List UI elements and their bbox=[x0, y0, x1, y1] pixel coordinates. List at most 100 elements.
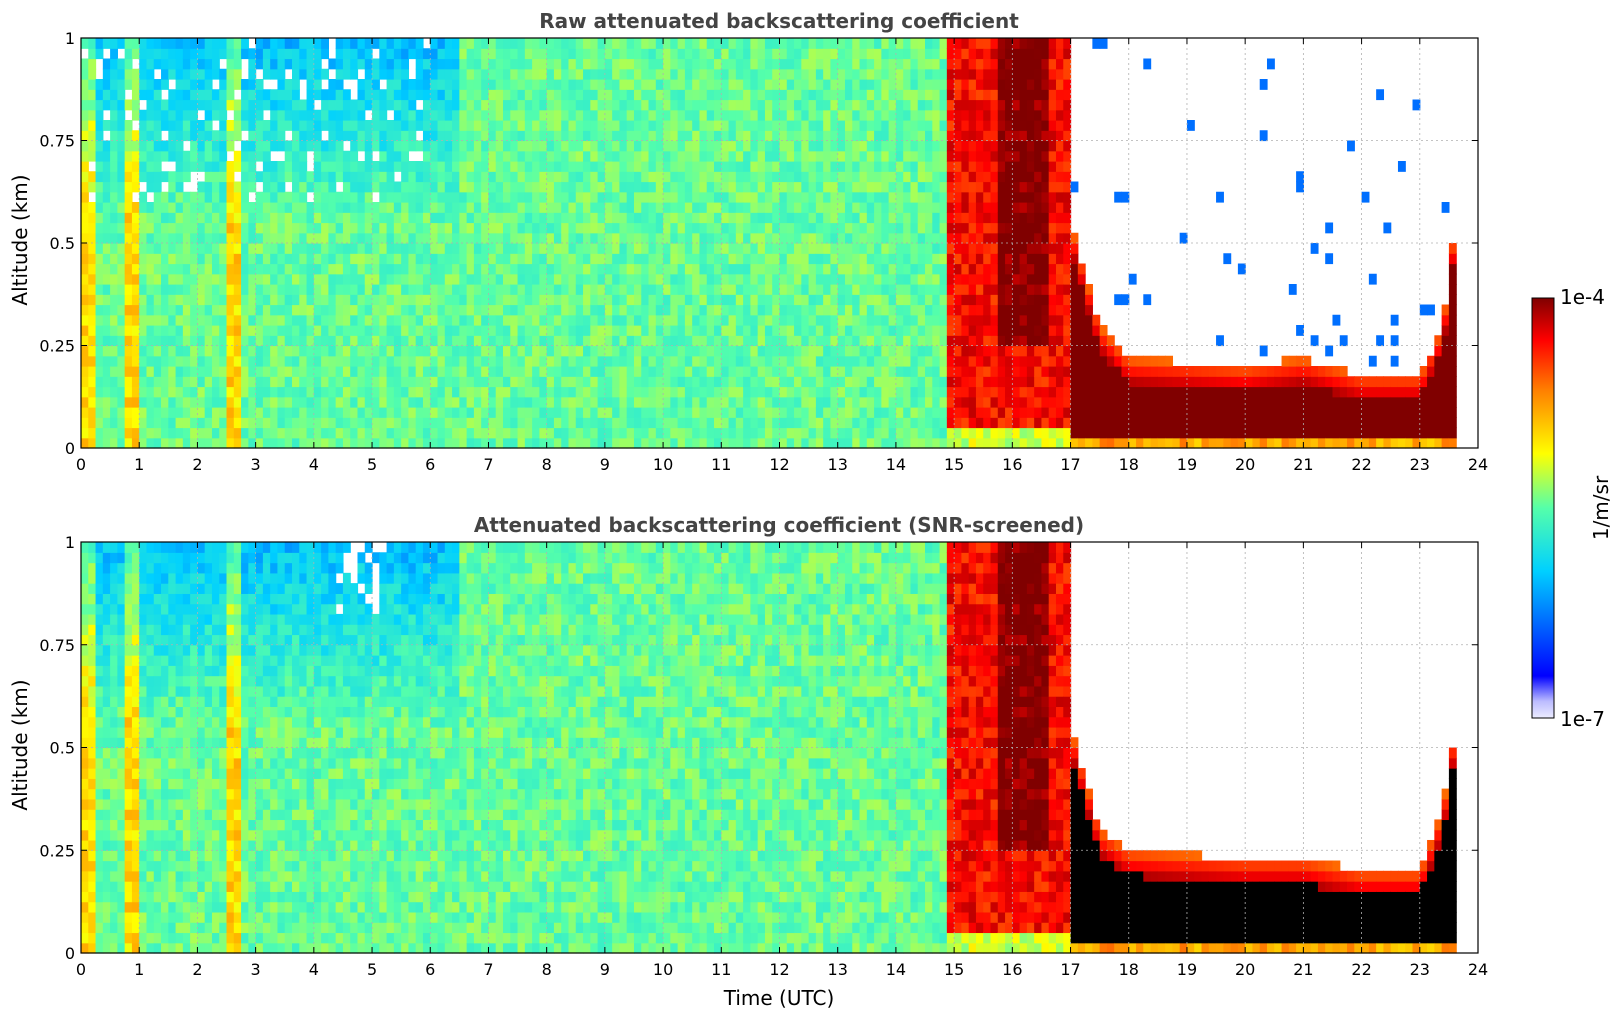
heatmap-cell bbox=[517, 48, 526, 60]
heatmap-cell bbox=[808, 140, 817, 152]
heatmap-cell bbox=[466, 99, 475, 111]
heatmap-cell bbox=[939, 376, 948, 388]
heatmap-cell bbox=[677, 437, 686, 449]
heatmap-cell bbox=[88, 355, 97, 367]
heatmap-cell bbox=[161, 120, 169, 131]
heatmap-cell bbox=[357, 243, 366, 254]
heatmap-cell bbox=[466, 48, 475, 60]
heatmap-cell bbox=[313, 181, 322, 193]
heatmap-cell bbox=[699, 376, 708, 388]
heatmap-cell bbox=[284, 376, 293, 388]
heatmap-cell bbox=[313, 191, 322, 203]
heatmap-cell bbox=[990, 161, 999, 172]
heatmap-cell bbox=[604, 120, 613, 131]
heatmap-cell bbox=[95, 345, 104, 357]
heatmap-cell bbox=[939, 263, 948, 275]
heatmap-cell bbox=[714, 130, 722, 142]
heatmap-cell bbox=[379, 68, 388, 80]
heatmap-cell bbox=[619, 68, 628, 80]
heatmap-cell bbox=[350, 181, 359, 193]
heatmap-cell bbox=[903, 130, 912, 142]
heatmap-cell bbox=[328, 437, 337, 449]
heatmap-cell bbox=[735, 253, 744, 265]
heatmap-cell bbox=[241, 325, 249, 336]
heatmap-cell bbox=[204, 386, 213, 398]
heatmap-cell bbox=[277, 161, 286, 172]
heatmap-cell bbox=[888, 150, 897, 162]
heatmap-cell bbox=[379, 314, 388, 326]
heatmap-cell bbox=[874, 294, 882, 306]
heatmap-cell bbox=[226, 222, 235, 234]
heatmap-cell bbox=[721, 68, 730, 80]
heatmap-cell bbox=[211, 89, 220, 101]
heatmap-cell bbox=[706, 58, 715, 70]
heatmap-cell bbox=[495, 68, 504, 80]
heatmap-cell bbox=[917, 120, 926, 131]
heatmap-cell bbox=[808, 325, 817, 336]
heatmap-cell bbox=[306, 427, 315, 439]
heatmap-cell bbox=[968, 294, 977, 306]
heatmap-cell bbox=[866, 212, 875, 224]
heatmap-cell bbox=[444, 38, 453, 49]
heatmap-cell bbox=[81, 376, 89, 388]
heatmap-cell bbox=[633, 325, 642, 336]
heatmap-cell bbox=[728, 417, 737, 429]
heatmap-cell bbox=[233, 222, 242, 234]
heatmap-cell bbox=[750, 253, 759, 265]
heatmap-cell bbox=[888, 140, 897, 152]
heatmap-cell bbox=[437, 99, 446, 111]
heatmap-cell bbox=[641, 345, 650, 357]
heatmap-cell bbox=[575, 407, 584, 418]
heatmap-cell bbox=[459, 273, 468, 285]
heatmap-cell bbox=[335, 396, 344, 408]
heatmap-cell bbox=[939, 58, 948, 70]
heatmap-cell bbox=[874, 284, 882, 295]
heatmap-cell bbox=[844, 161, 853, 172]
heatmap-cell bbox=[939, 396, 948, 408]
heatmap-cell bbox=[575, 396, 584, 408]
heatmap-cell bbox=[612, 407, 621, 418]
heatmap-cell bbox=[939, 130, 948, 142]
heatmap-cell bbox=[859, 407, 868, 418]
heatmap-cell bbox=[131, 407, 140, 418]
heatmap-cell bbox=[823, 407, 832, 418]
heatmap-cell bbox=[699, 191, 708, 203]
heatmap-cell bbox=[81, 366, 89, 377]
heatmap-cell bbox=[561, 284, 570, 295]
top-panel-heatmap bbox=[81, 38, 1457, 449]
heatmap-cell bbox=[364, 232, 373, 244]
heatmap-cell bbox=[532, 79, 540, 90]
heatmap-cell bbox=[663, 99, 671, 111]
heatmap-cell bbox=[590, 48, 599, 60]
heatmap-cell bbox=[393, 273, 402, 285]
heatmap-cell bbox=[226, 181, 235, 193]
heatmap-cell bbox=[248, 171, 257, 183]
heatmap-cell bbox=[292, 130, 300, 142]
heatmap-cell bbox=[714, 386, 722, 398]
heatmap-cell bbox=[888, 273, 897, 285]
heatmap-cell bbox=[626, 273, 635, 285]
heatmap-cell bbox=[786, 191, 795, 203]
heatmap-cell bbox=[422, 48, 431, 60]
heatmap-cell bbox=[153, 38, 162, 49]
heatmap-cell bbox=[372, 396, 380, 408]
heatmap-cell bbox=[524, 99, 533, 111]
heatmap-cell bbox=[874, 355, 882, 367]
heatmap-cell bbox=[342, 99, 351, 111]
heatmap-cell bbox=[175, 407, 184, 418]
heatmap-cell bbox=[866, 171, 875, 183]
heatmap-cell bbox=[939, 417, 948, 429]
heatmap-cell bbox=[721, 366, 730, 377]
heatmap-cell bbox=[292, 243, 300, 254]
heatmap-cell bbox=[495, 38, 504, 49]
heatmap-cell bbox=[844, 89, 853, 101]
heatmap-cell bbox=[859, 150, 868, 162]
heatmap-cell bbox=[233, 120, 242, 131]
heatmap-cell bbox=[452, 222, 460, 234]
heatmap-cell bbox=[794, 79, 802, 90]
heatmap-cell bbox=[350, 314, 359, 326]
heatmap-cell bbox=[764, 273, 773, 285]
heatmap-cell bbox=[539, 232, 548, 244]
heatmap-cell bbox=[292, 417, 300, 429]
heatmap-cell bbox=[939, 222, 948, 234]
